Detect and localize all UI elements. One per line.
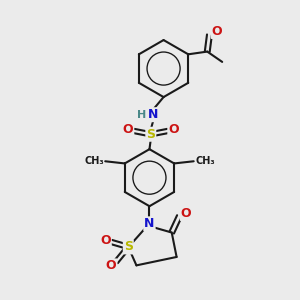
Text: O: O xyxy=(168,123,179,136)
Text: O: O xyxy=(212,25,222,38)
Text: CH₃: CH₃ xyxy=(195,156,215,166)
Text: N: N xyxy=(144,217,154,230)
Text: N: N xyxy=(148,108,159,121)
Text: O: O xyxy=(106,260,116,272)
Text: O: O xyxy=(123,123,133,136)
Text: O: O xyxy=(181,207,191,220)
Text: H: H xyxy=(137,110,146,120)
Text: O: O xyxy=(100,234,111,247)
Text: CH₃: CH₃ xyxy=(84,156,104,166)
Text: S: S xyxy=(146,128,155,141)
Text: S: S xyxy=(124,240,133,254)
